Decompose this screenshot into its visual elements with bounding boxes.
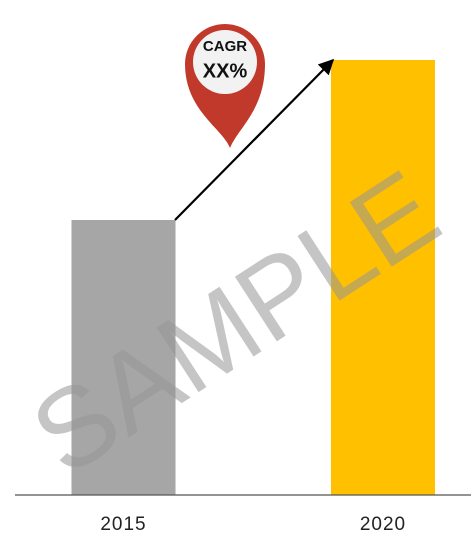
pin-face (193, 30, 257, 94)
bar (71, 220, 176, 495)
pin-title: CAGR (203, 38, 247, 55)
bar (331, 60, 435, 495)
growth-arrow (174, 58, 335, 221)
x-tick-label: 2020 (360, 514, 406, 535)
cagr-pin: CAGR XX% (185, 24, 265, 148)
bars (71, 60, 435, 495)
pin-value: XX% (203, 60, 248, 82)
x-tick-label: 2015 (100, 514, 146, 535)
